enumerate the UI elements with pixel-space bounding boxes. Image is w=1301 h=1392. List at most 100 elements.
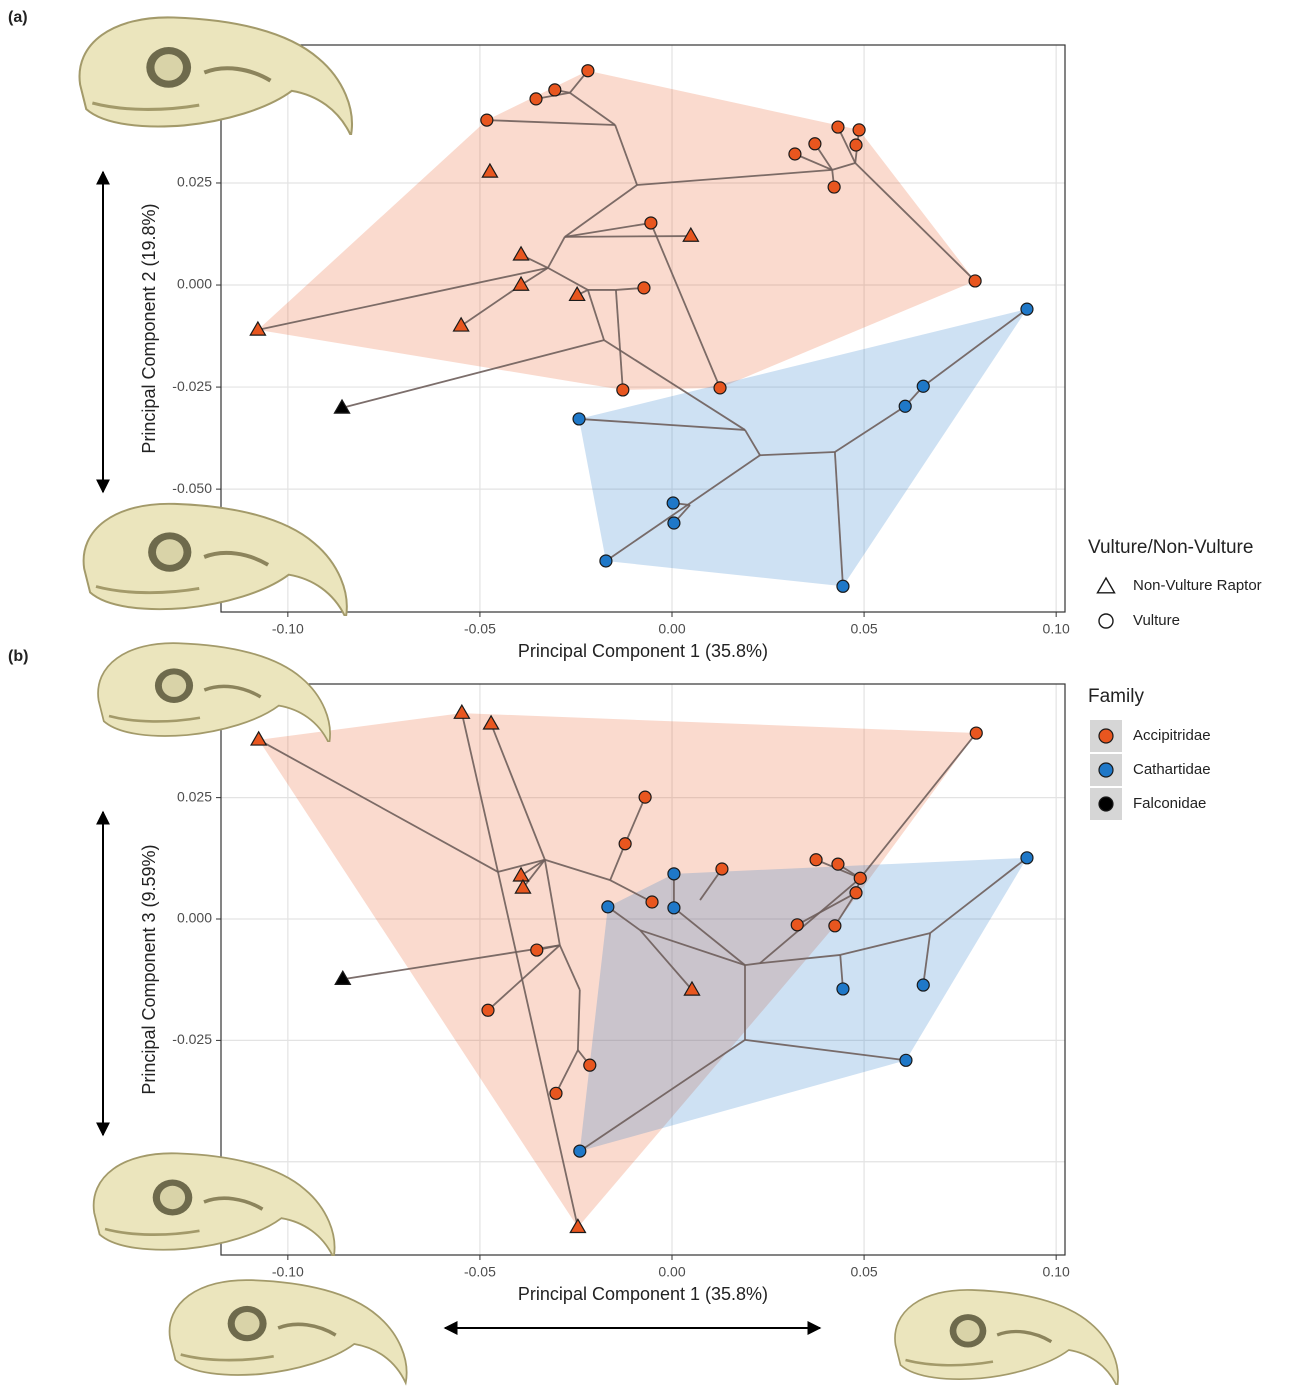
tree-branch bbox=[859, 732, 977, 879]
tree-branch bbox=[605, 454, 761, 562]
tree-branch bbox=[796, 891, 857, 926]
y-tick-label: 0.000 bbox=[177, 276, 212, 292]
data-point bbox=[480, 113, 494, 127]
tree-branch bbox=[831, 162, 856, 171]
tree-branch bbox=[564, 235, 691, 238]
tree-branch bbox=[555, 1049, 579, 1094]
tree-branch bbox=[559, 944, 581, 991]
data-point bbox=[1020, 302, 1034, 316]
data-point bbox=[512, 275, 530, 291]
tree-branch bbox=[744, 429, 761, 456]
x-tick-label: 0.00 bbox=[658, 1264, 685, 1280]
legend-marker bbox=[1098, 796, 1114, 812]
data-point bbox=[482, 714, 500, 730]
data-point bbox=[530, 943, 544, 957]
tree-branch bbox=[614, 124, 638, 186]
data-point bbox=[831, 857, 845, 871]
tree-branch bbox=[486, 119, 616, 126]
tree-branch bbox=[837, 126, 857, 164]
tree-branch bbox=[547, 236, 566, 269]
tree-branch bbox=[257, 267, 549, 331]
data-point bbox=[453, 703, 471, 719]
data-point bbox=[512, 866, 530, 882]
panel-label: (a) bbox=[8, 9, 28, 26]
tree-branch bbox=[522, 859, 546, 889]
data-point bbox=[916, 978, 930, 992]
data-point bbox=[853, 871, 867, 885]
family-hull bbox=[579, 857, 1027, 1152]
data-point bbox=[667, 867, 681, 881]
legend-marker bbox=[1098, 728, 1114, 744]
plot-border bbox=[220, 44, 1066, 613]
tree-branch bbox=[579, 1039, 746, 1152]
data-point bbox=[788, 147, 802, 161]
decorations bbox=[80, 17, 1119, 1386]
data-point bbox=[836, 982, 850, 996]
data-point bbox=[666, 496, 680, 510]
plot-border bbox=[220, 683, 1066, 1256]
y-tick-label: -0.050 bbox=[172, 480, 212, 496]
tree-branch bbox=[587, 289, 605, 341]
x-tick-label: -0.05 bbox=[464, 621, 496, 637]
plot-background bbox=[221, 684, 1065, 1255]
x-tick-label: -0.10 bbox=[272, 621, 304, 637]
data-point bbox=[790, 918, 804, 932]
x-tick-label: 0.00 bbox=[658, 621, 685, 637]
x-axis-label: Principal Component 1 (35.8%) bbox=[518, 1284, 768, 1304]
tree-branch bbox=[578, 418, 746, 431]
tree-branch bbox=[639, 929, 746, 966]
data-point bbox=[334, 970, 352, 986]
tree-branch bbox=[759, 877, 861, 964]
tree-branch bbox=[569, 92, 616, 126]
data-point bbox=[968, 274, 982, 288]
tree-branch bbox=[929, 857, 1028, 934]
data-point bbox=[836, 579, 850, 593]
tree-branch bbox=[759, 954, 841, 965]
data-point bbox=[667, 516, 681, 530]
data-point bbox=[682, 226, 700, 242]
tree-branch bbox=[744, 962, 761, 967]
data-point bbox=[548, 83, 562, 97]
legend-label: Cathartidae bbox=[1133, 761, 1211, 778]
tree-branch bbox=[744, 1039, 907, 1062]
data-point bbox=[581, 64, 595, 78]
tree-branch bbox=[639, 929, 693, 991]
data-point bbox=[644, 216, 658, 230]
legend-title: Family bbox=[1088, 686, 1144, 707]
tree-branch bbox=[794, 153, 833, 171]
data-point bbox=[616, 383, 630, 397]
data-point bbox=[808, 137, 822, 151]
tree-branch bbox=[341, 339, 605, 409]
x-tick-label: 0.10 bbox=[1043, 1264, 1070, 1280]
tree-branch bbox=[603, 339, 746, 431]
data-point bbox=[667, 901, 681, 915]
data-point bbox=[512, 245, 530, 261]
data-point bbox=[715, 862, 729, 876]
legend-label: Non-Vulture Raptor bbox=[1133, 577, 1262, 594]
tree-branch bbox=[673, 907, 746, 966]
family-hull bbox=[258, 713, 977, 1228]
legend-label: Accipitridae bbox=[1133, 727, 1211, 744]
tree-branch bbox=[342, 944, 560, 981]
plot-background bbox=[221, 45, 1065, 612]
tree-branch bbox=[497, 871, 579, 1228]
legends: Vulture/Non-Vulture Non-Vulture Raptor Vul… bbox=[1088, 537, 1262, 820]
legend-label: Vulture bbox=[1133, 612, 1180, 629]
plots: -0.10 -0.05 0.00 0.05 0.10 -0.050 -0.025 0.000 0… bbox=[8, 9, 1070, 1304]
data-point bbox=[583, 1058, 597, 1072]
data-point bbox=[481, 1003, 495, 1017]
tree-branch bbox=[833, 451, 844, 587]
scatter-panel: -0.10-0.050.000.050.10-0.050-0.0250.0000… bbox=[8, 648, 1070, 1304]
data-point bbox=[333, 398, 351, 414]
skull-image bbox=[895, 1290, 1118, 1387]
data-point bbox=[969, 726, 983, 740]
data-point bbox=[827, 180, 841, 194]
tree-branch bbox=[258, 739, 499, 873]
tree-branch bbox=[609, 879, 653, 903]
y-tick-label: 0.025 bbox=[177, 174, 212, 190]
y-tick-label: 0.025 bbox=[177, 788, 212, 804]
x-tick-label: -0.05 bbox=[464, 1264, 496, 1280]
data-point bbox=[645, 895, 659, 909]
data-point bbox=[683, 980, 701, 996]
